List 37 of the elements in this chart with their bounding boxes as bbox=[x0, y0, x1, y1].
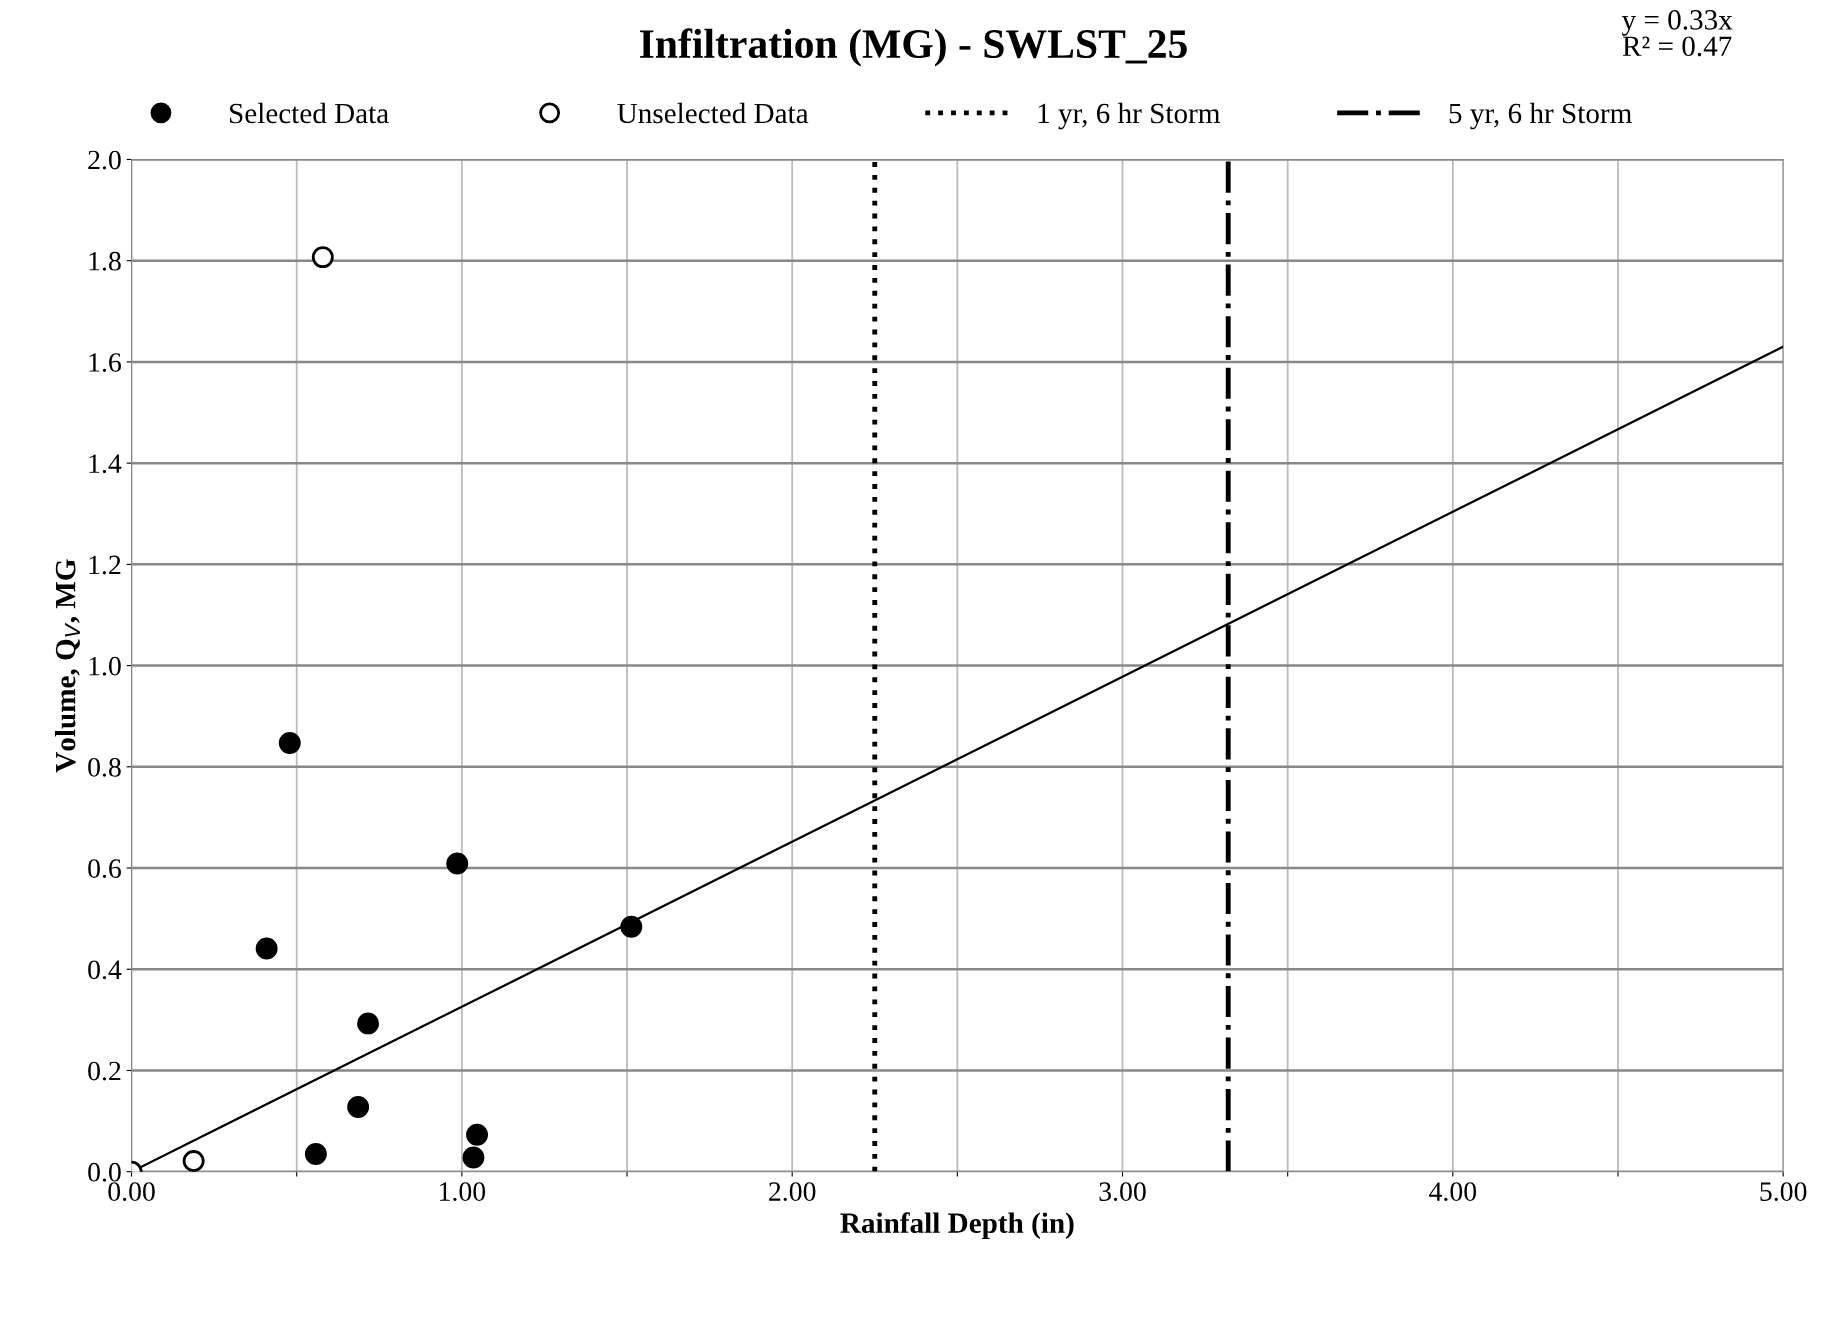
x-tick-label: 4.00 bbox=[1429, 1182, 1477, 1202]
y-tick-label: 1.2 bbox=[89, 555, 121, 575]
text: y = 0.33x bbox=[1621, 9, 1733, 36]
x-tick-label: 2.00 bbox=[769, 1182, 816, 1202]
x-tick-label: 1.00 bbox=[440, 1182, 486, 1202]
x-axis-title: Rainfall Depth (in) bbox=[840, 1212, 1074, 1239]
y-tick-label: 1.8 bbox=[89, 251, 121, 271]
y-tick-label: 0.8 bbox=[88, 757, 121, 777]
legend-label: 5 yr, 6 hr Storm bbox=[1449, 102, 1632, 130]
point bbox=[182, 1150, 205, 1172]
chart-title: Infiltration (MG) - SWLST_25 bbox=[640, 28, 1187, 67]
legend-label: Unselected Data bbox=[617, 102, 809, 124]
y-tick-label: 1.4 bbox=[89, 454, 122, 474]
point bbox=[462, 1146, 485, 1169]
point bbox=[466, 1123, 489, 1146]
y-axis-title: Volume, Q$_{V}$, MG bbox=[54, 559, 80, 773]
y-tick-label: 0.6 bbox=[88, 859, 121, 879]
point bbox=[620, 915, 643, 938]
y-tick-label: 0.2 bbox=[88, 1061, 121, 1081]
legend-label: Selected Data bbox=[229, 102, 389, 124]
x-tick-label: 5.00 bbox=[1760, 1182, 1807, 1202]
y-tick-label: 0.0 bbox=[88, 1162, 121, 1182]
point bbox=[446, 852, 469, 875]
point bbox=[357, 1012, 380, 1035]
y-tick-label: 2.0 bbox=[88, 150, 121, 170]
y-tick-label: 1.6 bbox=[89, 353, 121, 372]
x-tick-label: 3.00 bbox=[1099, 1182, 1146, 1202]
x-tick-label: 0.00 bbox=[108, 1182, 155, 1202]
point bbox=[311, 246, 334, 269]
point bbox=[304, 1143, 327, 1165]
text: R² = 0.47 bbox=[1622, 36, 1732, 57]
point bbox=[347, 1095, 370, 1118]
point bbox=[278, 732, 301, 754]
y-tick-label: 1.0 bbox=[89, 656, 121, 676]
point bbox=[255, 937, 278, 960]
legend-label: 1 yr, 6 hr Storm bbox=[1038, 102, 1221, 130]
y-tick-label: 0.4 bbox=[88, 960, 122, 980]
